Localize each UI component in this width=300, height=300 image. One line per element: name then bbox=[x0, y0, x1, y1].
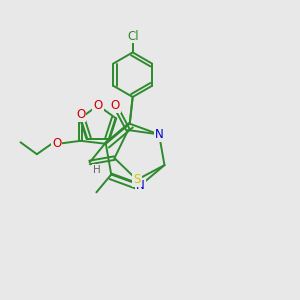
Text: O: O bbox=[110, 99, 120, 112]
Text: N: N bbox=[155, 128, 164, 141]
Text: N: N bbox=[136, 179, 145, 192]
Text: S: S bbox=[133, 173, 141, 186]
Text: H: H bbox=[93, 165, 101, 175]
Text: O: O bbox=[52, 137, 62, 150]
Text: Cl: Cl bbox=[127, 29, 139, 43]
Text: O: O bbox=[93, 99, 103, 112]
Text: O: O bbox=[76, 108, 85, 121]
